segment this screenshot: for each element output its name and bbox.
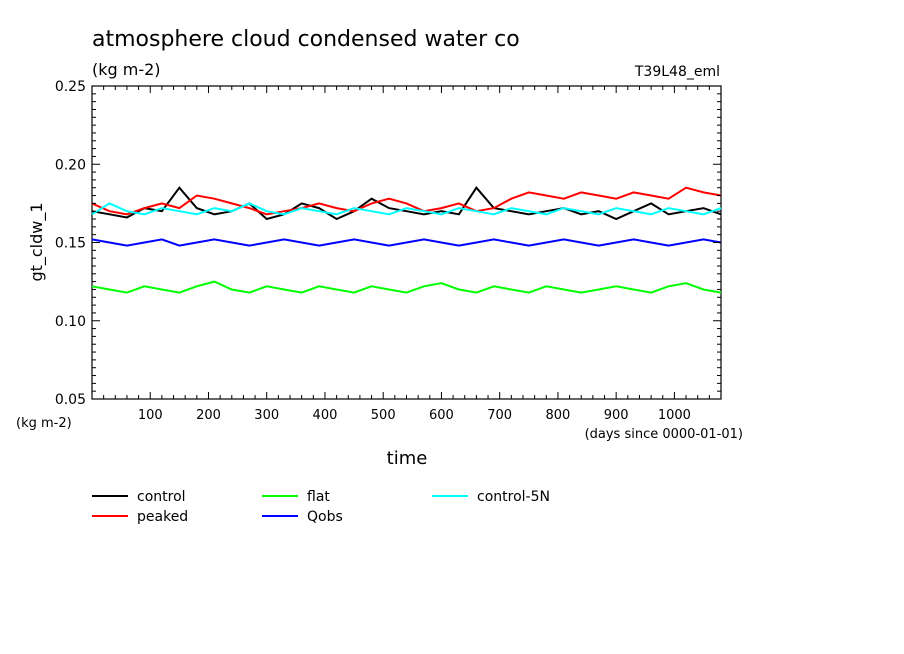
y-axis-label: gt_cldw_1: [27, 202, 47, 281]
y-axis-ticks: 0.05 0.10 0.15 0.20 0.25: [55, 79, 721, 408]
series-line-qobs: [91, 238, 722, 247]
y-axis-unit: (kg m-2): [16, 416, 72, 431]
y-tick-label: 0.05: [55, 392, 86, 408]
x-tick-label: 900: [604, 408, 629, 423]
legend-label: control-5N: [477, 489, 550, 505]
series-layer: [91, 186, 722, 294]
y-tick-label: 0.10: [55, 314, 86, 330]
series-line-control-5n: [91, 202, 722, 216]
legend-label: Qobs: [307, 509, 343, 525]
legend-label: flat: [307, 489, 330, 505]
x-tick-label: 700: [487, 408, 512, 423]
chart-subtitle: (kg m-2): [92, 60, 161, 79]
x-tick-label: 200: [196, 408, 221, 423]
x-tick-label: 1000: [658, 408, 691, 423]
x-tick-label: 400: [313, 408, 338, 423]
x-axis-ticks: 100 200 300 400 500 600 700 800 900 1000: [103, 86, 710, 423]
x-tick-label: 600: [429, 408, 454, 423]
run-label: T39L48_eml: [634, 64, 720, 80]
x-tick-label: 500: [371, 408, 396, 423]
x-tick-label: 800: [546, 408, 571, 423]
series-line-flat: [91, 280, 722, 294]
x-tick-label: 100: [138, 408, 163, 423]
y-tick-label: 0.25: [55, 79, 86, 95]
legend: control peaked flat Qobs control-5N: [92, 489, 550, 525]
x-axis-unit: (days since 0000-01-01): [585, 427, 743, 442]
chart-title: atmosphere cloud condensed water co: [92, 27, 520, 52]
legend-label: peaked: [137, 509, 188, 525]
x-tick-label: 300: [254, 408, 279, 423]
y-tick-label: 0.15: [55, 236, 86, 252]
legend-label: control: [137, 489, 186, 505]
x-axis-label: time: [387, 448, 428, 469]
y-tick-label: 0.20: [55, 157, 86, 173]
series-line-peaked: [91, 186, 722, 216]
series-line-control: [91, 186, 722, 221]
